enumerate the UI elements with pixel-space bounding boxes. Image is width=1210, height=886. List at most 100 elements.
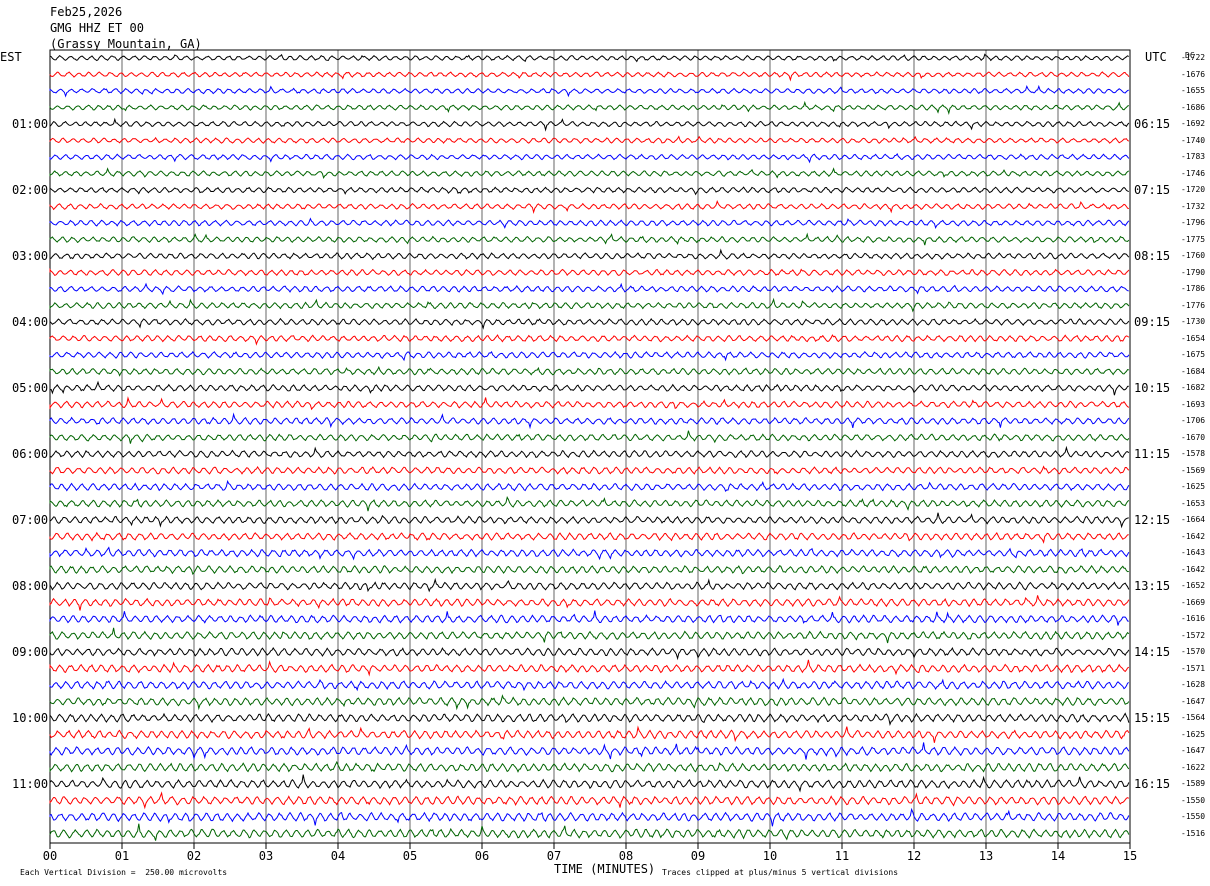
- right-time-label: 07:15: [1134, 183, 1171, 197]
- dc-offset-label: -1589: [1181, 779, 1206, 788]
- chart-location: (Grassy Mountain, GA): [50, 37, 202, 51]
- seismic-trace: [49, 365, 1129, 377]
- seismic-trace: [49, 659, 1130, 677]
- seismic-trace: [49, 317, 1130, 330]
- dc-offset-label: -1622: [1181, 762, 1206, 772]
- clip-note: Traces clipped at plus/minus 5 vertical …: [662, 868, 899, 877]
- dc-column-header: DC: [1185, 51, 1195, 60]
- seismic-trace: [49, 186, 1129, 196]
- dc-offset-label: -1796: [1181, 218, 1206, 227]
- left-timezone-label: EST: [0, 50, 22, 64]
- x-tick-label: 00: [43, 849, 57, 863]
- dc-offset-label: -1642: [1181, 564, 1206, 574]
- dc-offset-label: -1790: [1181, 267, 1206, 277]
- seismic-trace: [49, 742, 1130, 760]
- dc-offset-label: -1564: [1181, 713, 1206, 722]
- seismic-trace: [49, 297, 1130, 313]
- seismic-trace: [49, 396, 1130, 411]
- left-time-label: 04:00: [12, 315, 49, 329]
- seismic-trace: [49, 380, 1129, 396]
- dc-offset-label: -1643: [1181, 548, 1206, 557]
- seismic-trace: [49, 200, 1129, 215]
- seismic-trace: [49, 282, 1129, 296]
- dc-offset-label: -1783: [1181, 152, 1206, 161]
- seismic-trace: [49, 564, 1129, 576]
- seismic-trace: [49, 512, 1129, 529]
- left-time-label: 02:00: [12, 183, 49, 197]
- left-time-label: 11:00: [12, 777, 49, 791]
- right-time-label: 14:15: [1134, 645, 1171, 659]
- right-time-label: 06:15: [1134, 117, 1171, 131]
- x-tick-label: 03: [259, 849, 273, 863]
- dc-offset-label: -1720: [1181, 185, 1206, 194]
- dc-offset-label: -1664: [1181, 515, 1206, 524]
- right-time-label: 16:15: [1134, 777, 1171, 791]
- seismic-trace: [49, 479, 1130, 492]
- right-time-label: 12:15: [1134, 513, 1171, 527]
- seismic-trace: [49, 135, 1130, 144]
- seismic-trace: [49, 807, 1130, 827]
- seismic-trace: [49, 595, 1130, 611]
- seismic-trace: [49, 823, 1130, 841]
- chart-station: GMG HHZ ET 00: [50, 21, 144, 35]
- dc-offset-label: -1682: [1181, 383, 1206, 392]
- dc-offset-label: -1686: [1181, 102, 1206, 112]
- dc-offset-label: -1675: [1181, 350, 1206, 359]
- x-tick-label: 13: [979, 849, 993, 863]
- dc-offset-label: -1647: [1181, 696, 1206, 706]
- left-time-label: 08:00: [12, 579, 49, 593]
- x-tick-label: 01: [115, 849, 129, 863]
- dc-offset-label: -1516: [1181, 828, 1206, 838]
- right-time-label: 09:15: [1134, 315, 1171, 329]
- vertical-scale-note: Each Vertical Division = 250.00 microvol…: [20, 868, 228, 877]
- dc-offset-label: -1550: [1181, 812, 1206, 821]
- chart-date: Feb25,2026: [50, 5, 123, 19]
- dc-offset-label: -1775: [1181, 234, 1206, 244]
- seismic-trace: [49, 53, 1130, 63]
- dc-offset-label: -1653: [1181, 498, 1206, 508]
- dc-offset-label: -1746: [1181, 168, 1206, 178]
- seismic-trace: [49, 117, 1130, 132]
- seismic-trace: [49, 217, 1130, 230]
- seismic-trace: [49, 350, 1130, 362]
- dc-offset-label: -1722: [1181, 53, 1206, 62]
- seismic-trace: [49, 791, 1130, 810]
- seismic-trace: [49, 445, 1130, 459]
- dc-offset-label: -1760: [1181, 251, 1206, 260]
- left-time-label: 05:00: [12, 381, 49, 395]
- left-time-label: 10:00: [12, 711, 49, 725]
- seismic-trace: [49, 100, 1129, 116]
- dc-offset-label: -1652: [1181, 581, 1206, 590]
- seismic-trace: [49, 627, 1130, 644]
- right-time-label: 11:15: [1134, 447, 1171, 461]
- dc-offset-label: -1578: [1181, 449, 1206, 458]
- seismic-trace: [49, 248, 1130, 261]
- dc-offset-label: -1571: [1181, 663, 1206, 673]
- x-tick-label: 09: [691, 849, 705, 863]
- dc-offset-label: -1676: [1181, 69, 1206, 79]
- seismic-trace: [49, 268, 1130, 277]
- dc-offset-label: -1625: [1181, 482, 1206, 491]
- seismic-trace: [49, 725, 1130, 743]
- seismic-trace: [49, 71, 1130, 82]
- x-tick-label: 14: [1051, 849, 1065, 863]
- dc-offset-label: -1740: [1181, 135, 1206, 145]
- dc-offset-label: -1730: [1181, 317, 1206, 326]
- left-time-label: 09:00: [12, 645, 49, 659]
- seismic-trace: [49, 546, 1130, 561]
- dc-offset-label: -1684: [1181, 366, 1206, 376]
- seismic-trace: [49, 167, 1130, 180]
- seismic-trace: [49, 610, 1129, 626]
- seismic-trace: [49, 531, 1129, 544]
- dc-offset-label: -1786: [1181, 284, 1206, 293]
- left-time-label: 01:00: [12, 117, 49, 131]
- dc-offset-label: -1655: [1181, 86, 1206, 95]
- right-time-label: 13:15: [1134, 579, 1171, 593]
- right-time-label: 15:15: [1134, 711, 1171, 725]
- dc-offset-label: -1569: [1181, 465, 1206, 475]
- x-tick-label: 10: [763, 849, 777, 863]
- seismic-trace: [49, 152, 1130, 164]
- dc-offset-label: -1550: [1181, 795, 1206, 805]
- right-time-label: 08:15: [1134, 249, 1171, 263]
